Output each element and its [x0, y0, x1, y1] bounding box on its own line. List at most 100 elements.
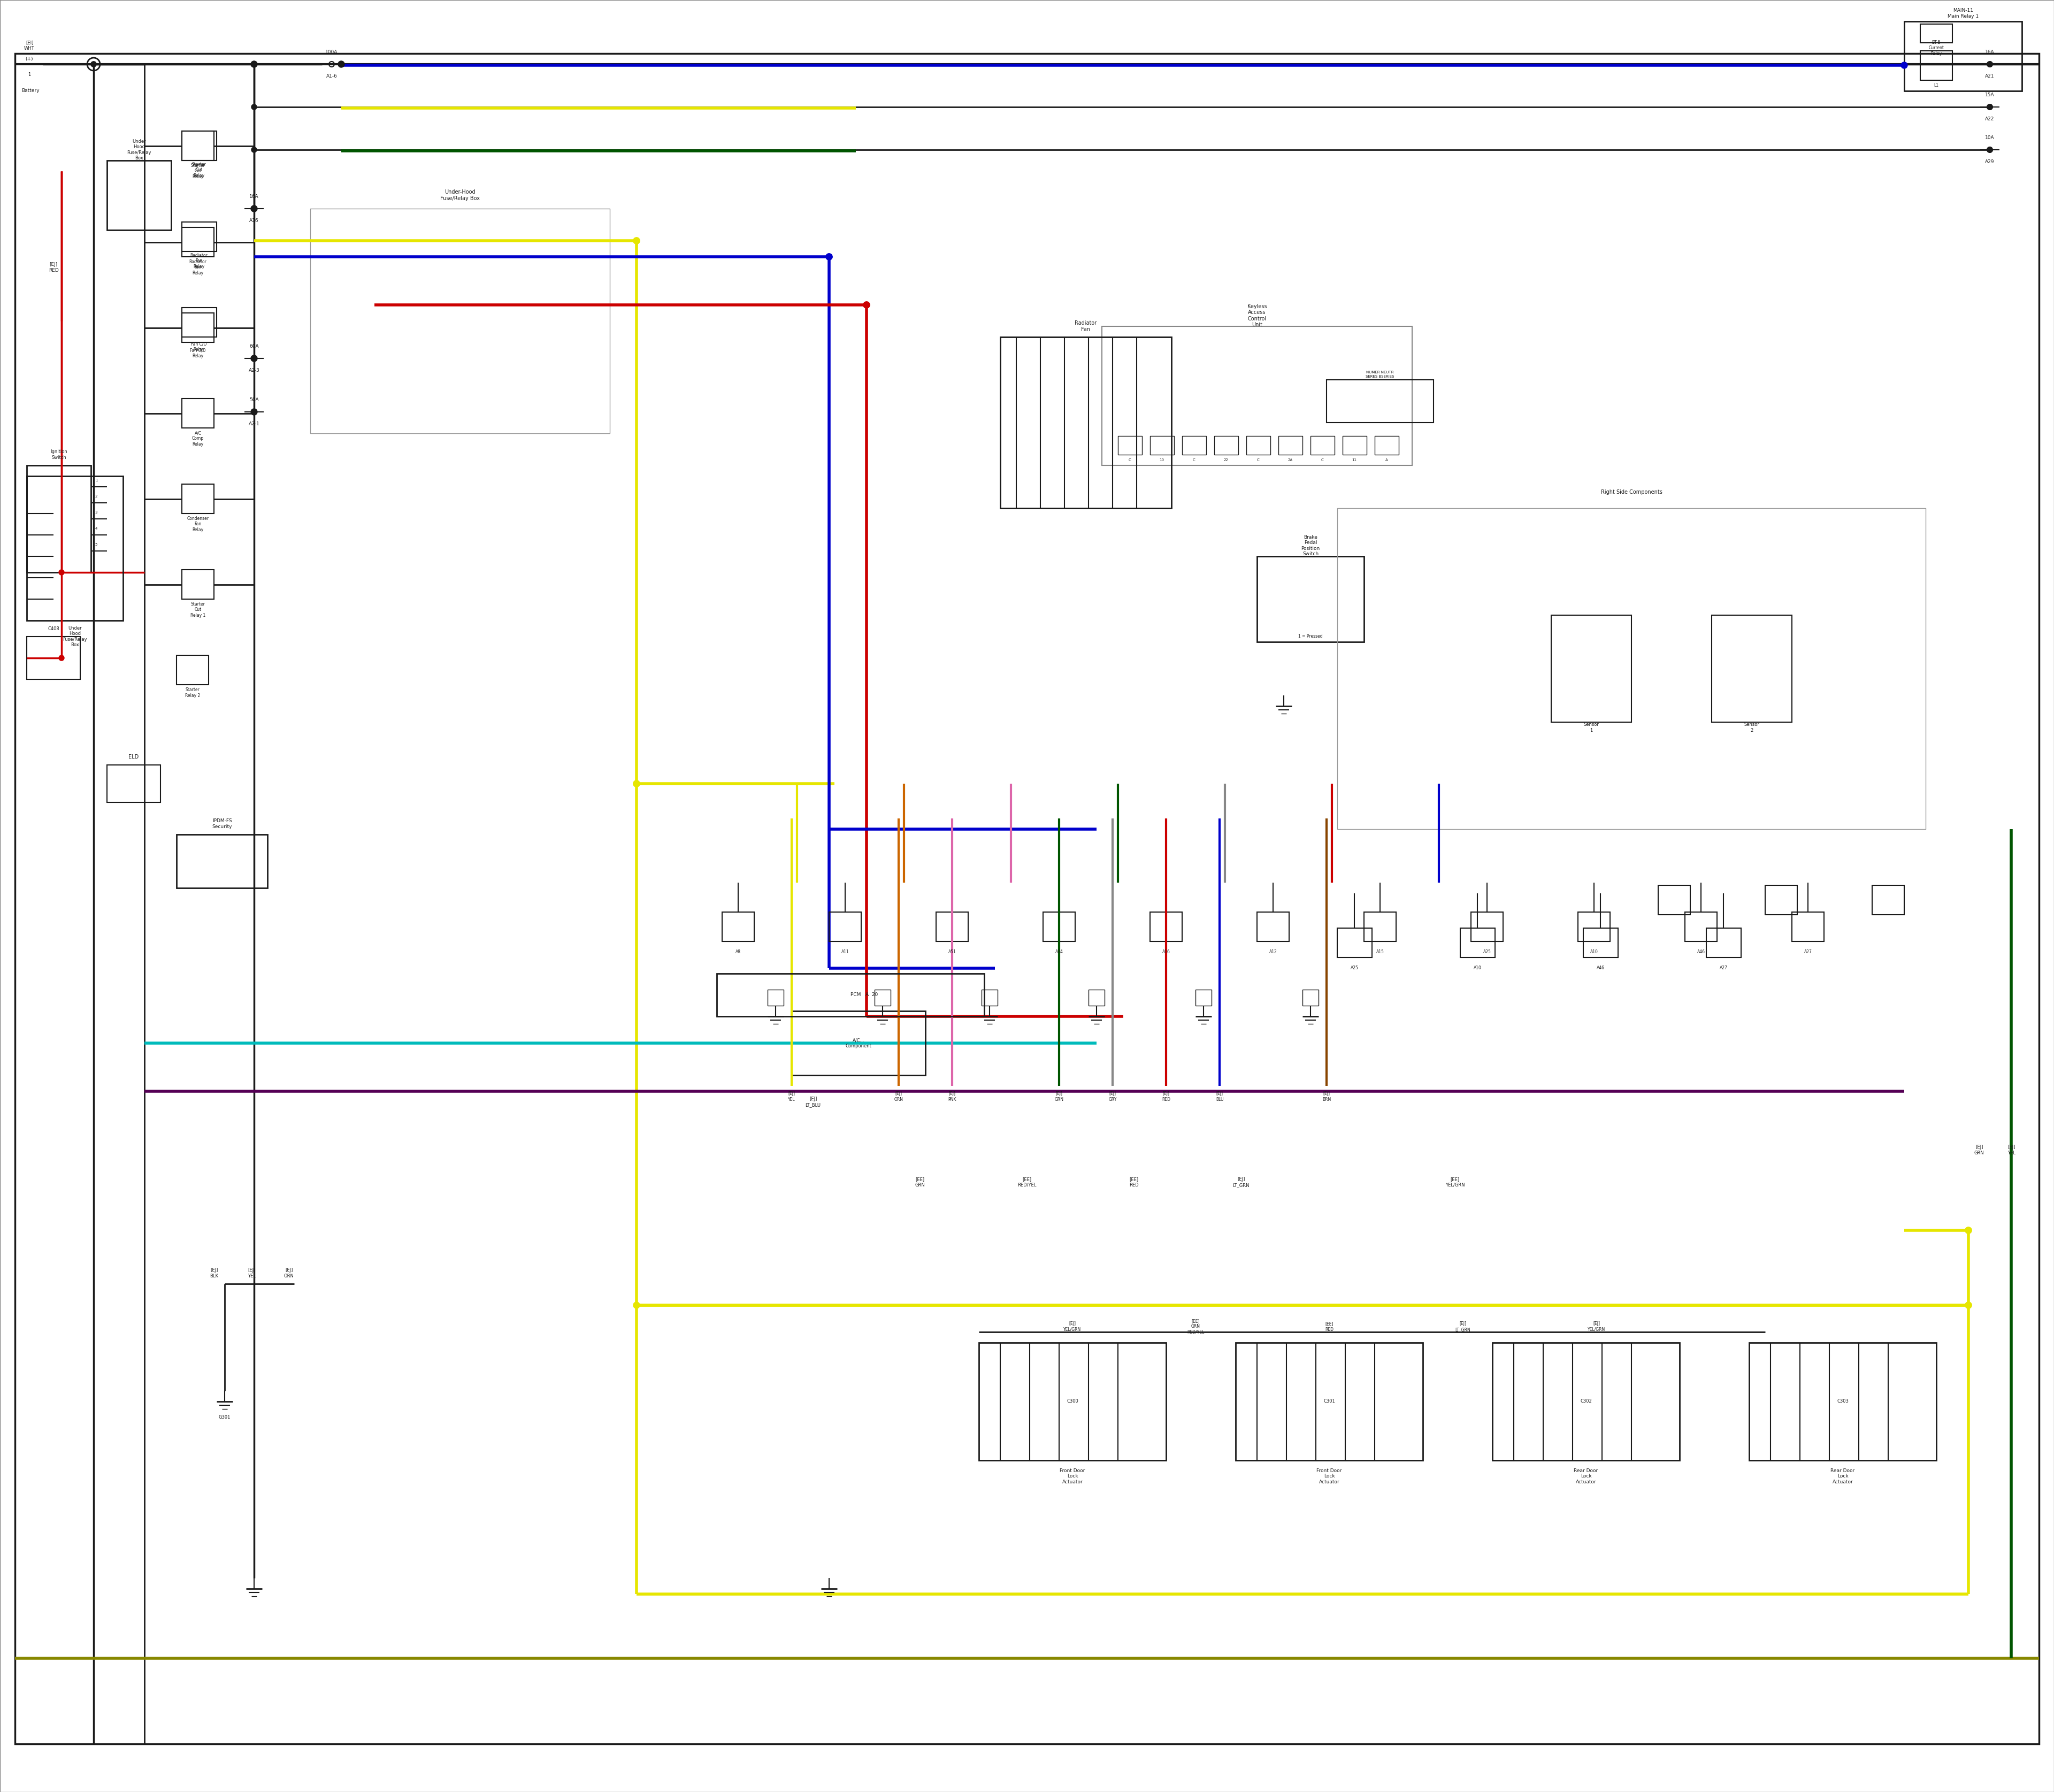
Bar	[1343, 435, 1366, 455]
Bar	[1150, 435, 1175, 455]
Text: C301: C301	[1323, 1400, 1335, 1403]
Bar	[1707, 928, 1742, 957]
Text: [EE]
RED: [EE] RED	[1325, 1321, 1333, 1331]
Text: 10A: 10A	[1984, 136, 1994, 140]
Bar	[1043, 912, 1074, 941]
Text: Radiator
Fan: Radiator Fan	[1074, 321, 1097, 332]
Text: C: C	[1321, 459, 1323, 462]
Text: [EE]
RED/YEL: [EE] RED/YEL	[1017, 1177, 1037, 1188]
Bar	[982, 989, 998, 1005]
Text: A2-3: A2-3	[249, 367, 259, 373]
Text: A22: A22	[1984, 116, 1994, 122]
Circle shape	[1986, 104, 1992, 109]
Text: [EJ]
BLK: [EJ] BLK	[210, 1269, 218, 1278]
Text: [EE]
YEL/GRN: [EE] YEL/GRN	[1446, 1177, 1465, 1188]
Text: A46: A46	[1596, 966, 1604, 971]
Bar	[177, 835, 267, 889]
Text: Rear Door
Lock
Actuator: Rear Door Lock Actuator	[1830, 1468, 1855, 1484]
Circle shape	[1902, 63, 1908, 68]
Circle shape	[60, 570, 64, 575]
Text: [EJ]
GRN: [EJ] GRN	[1054, 1091, 1064, 1102]
Text: 2: 2	[94, 495, 97, 498]
Text: [EJ]
GRN: [EJ] GRN	[1974, 1145, 1984, 1156]
Text: 10: 10	[1158, 459, 1165, 462]
Text: C: C	[1257, 459, 1259, 462]
Text: Radiator
Fan
Relay: Radiator Fan Relay	[189, 260, 207, 276]
Text: A12: A12	[1269, 950, 1278, 955]
Text: Battery: Battery	[21, 88, 39, 93]
Circle shape	[251, 409, 257, 416]
Text: A15: A15	[1376, 950, 1384, 955]
Circle shape	[60, 656, 64, 661]
Text: [EJ]
YEL: [EJ] YEL	[789, 1091, 795, 1102]
Circle shape	[863, 301, 869, 308]
Text: [EJ]
BRN: [EJ] BRN	[1323, 1091, 1331, 1102]
Bar	[1101, 326, 1413, 466]
Text: 4: 4	[94, 527, 97, 530]
Text: A/C...
Component: A/C... Component	[846, 1038, 871, 1048]
Text: C303: C303	[1836, 1400, 1849, 1403]
Bar	[1237, 1342, 1423, 1460]
Text: [EJ]
PNK: [EJ] PNK	[949, 1091, 957, 1102]
Text: 3: 3	[94, 511, 97, 514]
Text: MAIN-11
Main Relay 1: MAIN-11 Main Relay 1	[1947, 9, 1978, 18]
Text: Starter
Cut
Relay: Starter Cut Relay	[191, 163, 205, 179]
Bar	[1551, 615, 1631, 722]
Text: C408: C408	[47, 625, 60, 631]
Circle shape	[251, 409, 257, 414]
Text: Right Side Components: Right Side Components	[1600, 489, 1662, 495]
Circle shape	[633, 238, 639, 244]
Text: Front Door
Lock
Actuator: Front Door Lock Actuator	[1317, 1468, 1341, 1484]
Text: L1: L1	[1935, 82, 1939, 88]
Text: A51: A51	[949, 950, 955, 955]
Bar	[183, 131, 216, 161]
Bar	[1150, 912, 1183, 941]
Text: Condenser
Fan
Relay: Condenser Fan Relay	[187, 516, 210, 532]
Bar	[723, 912, 754, 941]
Circle shape	[251, 357, 257, 360]
Text: C300: C300	[1066, 1400, 1078, 1403]
Bar	[1493, 1342, 1680, 1460]
Text: A16: A16	[249, 219, 259, 222]
Bar	[1684, 912, 1717, 941]
Circle shape	[633, 1303, 639, 1308]
Bar	[177, 656, 210, 685]
Text: [EJ]
ORN: [EJ] ORN	[893, 1091, 904, 1102]
Text: [EJ]
GRY: [EJ] GRY	[1109, 1091, 1117, 1102]
Text: Starter
Cut
Relay 1: Starter Cut Relay 1	[191, 602, 205, 618]
Circle shape	[251, 147, 257, 152]
Text: 60A: 60A	[249, 344, 259, 349]
Bar	[1257, 912, 1290, 941]
Text: G301: G301	[218, 1416, 230, 1419]
Text: [EJ]
YEL: [EJ] YEL	[2007, 1145, 2015, 1156]
Circle shape	[1966, 1303, 1972, 1308]
Bar	[791, 1011, 926, 1075]
Text: A24: A24	[1056, 950, 1064, 955]
Text: A/C
Comp
Relay: A/C Comp Relay	[191, 430, 203, 446]
Circle shape	[633, 238, 639, 244]
Text: A1-6: A1-6	[327, 73, 337, 79]
Bar	[1337, 509, 1927, 830]
Bar	[768, 989, 785, 1005]
Text: A16: A16	[1163, 950, 1171, 955]
Text: A27: A27	[1719, 966, 1727, 971]
Circle shape	[826, 253, 832, 260]
Text: 16A: 16A	[1984, 50, 1994, 54]
Circle shape	[339, 61, 345, 68]
Bar	[1117, 435, 1142, 455]
Text: Radiator
Fan
Relay: Radiator Fan Relay	[191, 253, 207, 269]
Text: 2A: 2A	[1288, 459, 1292, 462]
Text: A21: A21	[1984, 73, 1994, 79]
Circle shape	[251, 355, 257, 362]
Bar	[310, 208, 610, 434]
Text: [EJ]
LT_GRN: [EJ] LT_GRN	[1232, 1177, 1249, 1188]
Bar	[183, 570, 214, 599]
Circle shape	[863, 301, 869, 308]
Text: Keyless
Access
Control
Unit: Keyless Access Control Unit	[1247, 303, 1267, 328]
Bar	[717, 973, 984, 1016]
Text: [EJ]
ORN: [EJ] ORN	[283, 1269, 294, 1278]
Circle shape	[633, 781, 639, 787]
Circle shape	[826, 253, 832, 260]
Bar	[1711, 615, 1791, 722]
Text: 5: 5	[94, 543, 97, 547]
